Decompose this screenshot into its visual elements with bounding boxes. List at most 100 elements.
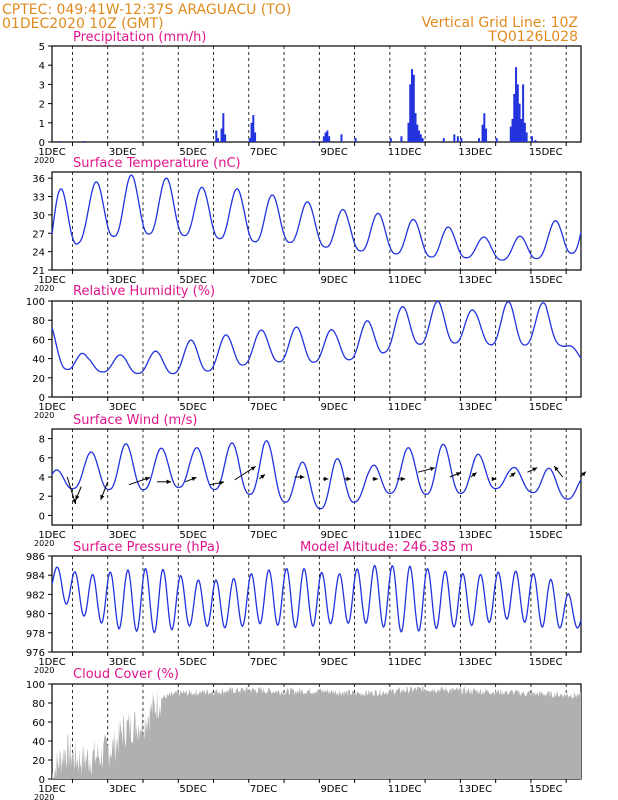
x-tick-label: 11DEC: [388, 530, 422, 541]
wind-arrow-head: [260, 474, 265, 479]
precip-bar: [324, 132, 327, 142]
pressure-plot: 976 978 980 982 984 986 1DEC 3DEC 5DEC 7DEC 9DEC 11…: [26, 552, 582, 675]
precip-bar: [411, 69, 414, 142]
x-tick-label: 5DEC: [179, 784, 206, 795]
precip-bar: [414, 113, 417, 142]
x-tick-label: 11DEC: [388, 147, 422, 158]
wind-arrow-head: [510, 472, 516, 477]
wind-arrow-head: [456, 472, 461, 477]
temperature-plot: 21 24 27 30 33 36 1DEC 3DEC 5DEC 7DEC 9DEC 11DEC 13D…: [32, 171, 582, 293]
x-tick-label: 15DEC: [529, 530, 563, 541]
series-line: [51, 440, 582, 510]
precip-bar: [485, 128, 488, 142]
y-tick-label: 30: [32, 211, 45, 222]
precip-bar: [328, 136, 331, 142]
precip-bar: [252, 115, 255, 142]
x-tick-label: 5DEC: [179, 402, 206, 413]
precip-bar: [481, 124, 484, 142]
series-line: [51, 300, 582, 375]
y-tick-label: 4: [39, 61, 45, 72]
wind-arrow-head: [250, 466, 256, 471]
x-tick-label: 13DEC: [458, 402, 492, 413]
wind-arrow-head: [219, 480, 224, 485]
y-tick-label: 60: [32, 335, 45, 346]
precip-bar: [312, 141, 315, 142]
y-tick-label: 33: [32, 193, 45, 204]
y-tick-label: 21: [32, 266, 45, 277]
y-tick-label: 980: [26, 610, 45, 621]
y-tick-label: 0: [39, 393, 45, 404]
y-tick-label: 0: [39, 138, 45, 149]
precip-bar: [483, 113, 486, 142]
y-tick-label: 24: [32, 248, 45, 259]
humidity-plot: 0 20 40 60 80 100 1DEC 3DEC 5DEC 7DEC 9DEC 11DEC 13D…: [26, 297, 582, 420]
precip-bar: [421, 138, 424, 142]
y-tick-label: 20: [32, 374, 45, 385]
y-tick-label: 100: [26, 680, 45, 691]
y-tick-label: 100: [26, 297, 45, 308]
precip-bar: [515, 67, 518, 142]
wind-arrow-head: [400, 476, 406, 482]
plot-frame: [51, 300, 582, 398]
x-tick-label: 1DEC: [38, 530, 65, 541]
wind-arrow-head: [554, 466, 559, 472]
y-tick-label: 984: [26, 571, 45, 582]
precip-bar: [534, 140, 537, 142]
wind-arrow-head: [581, 471, 586, 477]
precipitation-panel: 0 1 2 3 4 5 1DEC 3DEC 5DEC 7DEC 9DEC 11DEC 13DEC 15DE…: [34, 30, 582, 165]
x-tick-label: 9DEC: [320, 402, 347, 413]
y-tick-label: 27: [32, 229, 45, 240]
precip-bar: [222, 113, 225, 142]
y-tick-label: 4: [39, 473, 45, 484]
x-tick-label: 3DEC: [109, 147, 136, 158]
precip-bar: [340, 134, 343, 142]
x-tick-label: 1DEC: [38, 275, 65, 286]
x-tick-label: 15DEC: [529, 402, 563, 413]
precip-bar: [354, 138, 357, 142]
precip-bar: [326, 130, 329, 142]
temperature-panel: 21 24 27 30 33 36 1DEC 3DEC 5DEC 7DEC 9DEC 11DEC 13D…: [32, 156, 582, 293]
humidity-title: Relative Humidity (%): [73, 284, 215, 299]
x-tick-label: 7DEC: [250, 784, 277, 795]
x-tick-label: 7DEC: [250, 657, 277, 668]
y-tick-label: 1: [39, 119, 45, 130]
x-tick-label: 3DEC: [109, 784, 136, 795]
wind-panel: 0 2 4 6 8 1DEC 3DEC 5DEC 7DEC 9DEC 11DEC 13DEC 15DEC…: [34, 413, 587, 548]
humidity-panel: 0 20 40 60 80 100 1DEC 3DEC 5DEC 7DEC 9DEC 11DEC 13D…: [26, 284, 582, 420]
cloud-cover-panel: 0 20 40 60 80 100 1DEC 3DEC 5DEC 7DEC 9DEC 11DEC 13D…: [26, 667, 582, 800]
x-tick-label: 13DEC: [458, 530, 492, 541]
precip-bar: [513, 94, 516, 142]
y-tick-label: 2: [39, 492, 45, 503]
x-year-label: 2020: [34, 793, 54, 800]
y-tick-label: 40: [32, 737, 45, 748]
x-tick-label: 3DEC: [109, 657, 136, 668]
wind-arrow-head: [471, 472, 477, 477]
wind-arrow-head: [346, 476, 351, 482]
wind-arrow-head: [191, 477, 197, 481]
x-tick-label: 9DEC: [320, 784, 347, 795]
precip-bar: [418, 130, 421, 142]
plot-frame: [51, 171, 582, 271]
cloud-area: [52, 685, 581, 779]
x-tick-label: 11DEC: [388, 784, 422, 795]
precip-bar: [220, 128, 223, 142]
precip-bar: [511, 118, 514, 142]
x-tick-label: 5DEC: [179, 657, 206, 668]
cloud-cover-plot: 0 20 40 60 80 100 1DEC 3DEC 5DEC 7DEC 9DEC 11DEC 13D…: [26, 680, 582, 800]
precip-bar: [460, 138, 463, 142]
y-tick-label: 60: [32, 718, 45, 729]
y-tick-label: 6: [39, 454, 45, 465]
x-tick-label: 9DEC: [320, 530, 347, 541]
pressure-panel: 976 978 980 982 984 986 1DEC 3DEC 5DEC 7DEC 9DEC 11…: [26, 540, 582, 675]
precip-bar: [224, 134, 227, 142]
x-tick-label: 3DEC: [109, 275, 136, 286]
y-tick-label: 20: [32, 756, 45, 767]
y-tick-label: 5: [39, 42, 45, 53]
x-tick-label: 13DEC: [458, 147, 492, 158]
precip-bar: [254, 132, 257, 142]
precip-bar: [442, 138, 445, 142]
plot-frame: [51, 45, 582, 143]
x-year-label: 2020: [34, 284, 54, 293]
model-altitude: Model Altitude: 246.385 m: [300, 540, 473, 555]
